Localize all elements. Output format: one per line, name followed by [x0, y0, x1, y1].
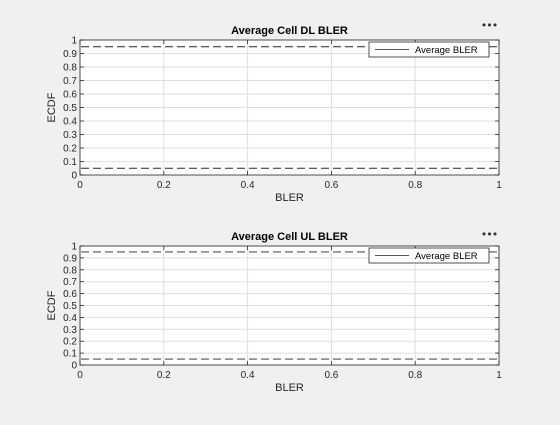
axes-toolbar-more-icon[interactable]: •••	[480, 228, 498, 241]
ul-y-tick-label: 0.1	[63, 349, 77, 360]
dl-y-tick-label: 0.1	[63, 157, 77, 168]
dl-y-tick-label: 0.6	[63, 90, 77, 101]
ul-y-axis-label: ECDF	[46, 290, 58, 320]
ul-y-tick-label: 0.8	[63, 265, 77, 276]
ul-x-axis-label: BLER	[275, 382, 304, 394]
ul-x-tick-label: 0	[77, 370, 83, 381]
dl-x-tick-label: 0.2	[157, 180, 171, 191]
ul-y-tick-label: 0.7	[63, 277, 77, 288]
dl-y-axis-label: ECDF	[46, 92, 58, 122]
dl-legend-box	[368, 41, 490, 58]
dl-x-tick-label: 0.6	[324, 180, 338, 191]
ul-y-tick-label: 0.5	[63, 301, 77, 312]
ul-x-tick-label: 0.2	[157, 370, 171, 381]
ul-y-tick-label: 0.4	[63, 313, 77, 324]
dl-y-tick-label: 0.8	[63, 63, 77, 74]
ul-y-tick-label: 0.6	[63, 289, 77, 300]
ul-y-tick-label: 0.9	[63, 253, 77, 264]
dl-y-tick-label: 0.2	[63, 144, 77, 155]
ul-y-tick-label: 0	[71, 361, 77, 372]
dl-x-tick-label: 0.8	[408, 180, 422, 191]
dl-legend-label: Average BLER	[415, 45, 478, 56]
ul-y-tick-label: 0.2	[63, 337, 77, 348]
ul-y-tick-label: 0.3	[63, 325, 77, 336]
dl-y-tick-label: 0.5	[63, 103, 77, 114]
ul-x-tick-label: 0.4	[241, 370, 255, 381]
ul-legend-box	[368, 247, 490, 264]
ul-x-tick-label: 0.8	[408, 370, 422, 381]
dl-y-tick-label: 0	[71, 171, 77, 182]
dl-x-tick-label: 1	[496, 180, 502, 191]
dl-x-tick-label: 0	[77, 180, 83, 191]
dl-x-axis-label: BLER	[275, 192, 304, 204]
axes-toolbar-more-icon[interactable]: •••	[480, 19, 498, 32]
dl-y-tick-label: 1	[71, 36, 77, 47]
ul-chart-title: Average Cell UL BLER	[231, 231, 348, 243]
dl-y-tick-label: 0.9	[63, 49, 77, 60]
ul-y-tick-label: 1	[71, 242, 77, 253]
dl-chart-title: Average Cell DL BLER	[231, 25, 348, 37]
ul-x-tick-label: 0.6	[324, 370, 338, 381]
dl-y-tick-label: 0.7	[63, 76, 77, 87]
ul-x-tick-label: 1	[496, 370, 502, 381]
dl-y-tick-label: 0.4	[63, 117, 77, 128]
ul-legend-label: Average BLER	[415, 251, 478, 262]
dl-y-tick-label: 0.3	[63, 130, 77, 141]
dl-x-tick-label: 0.4	[241, 180, 255, 191]
